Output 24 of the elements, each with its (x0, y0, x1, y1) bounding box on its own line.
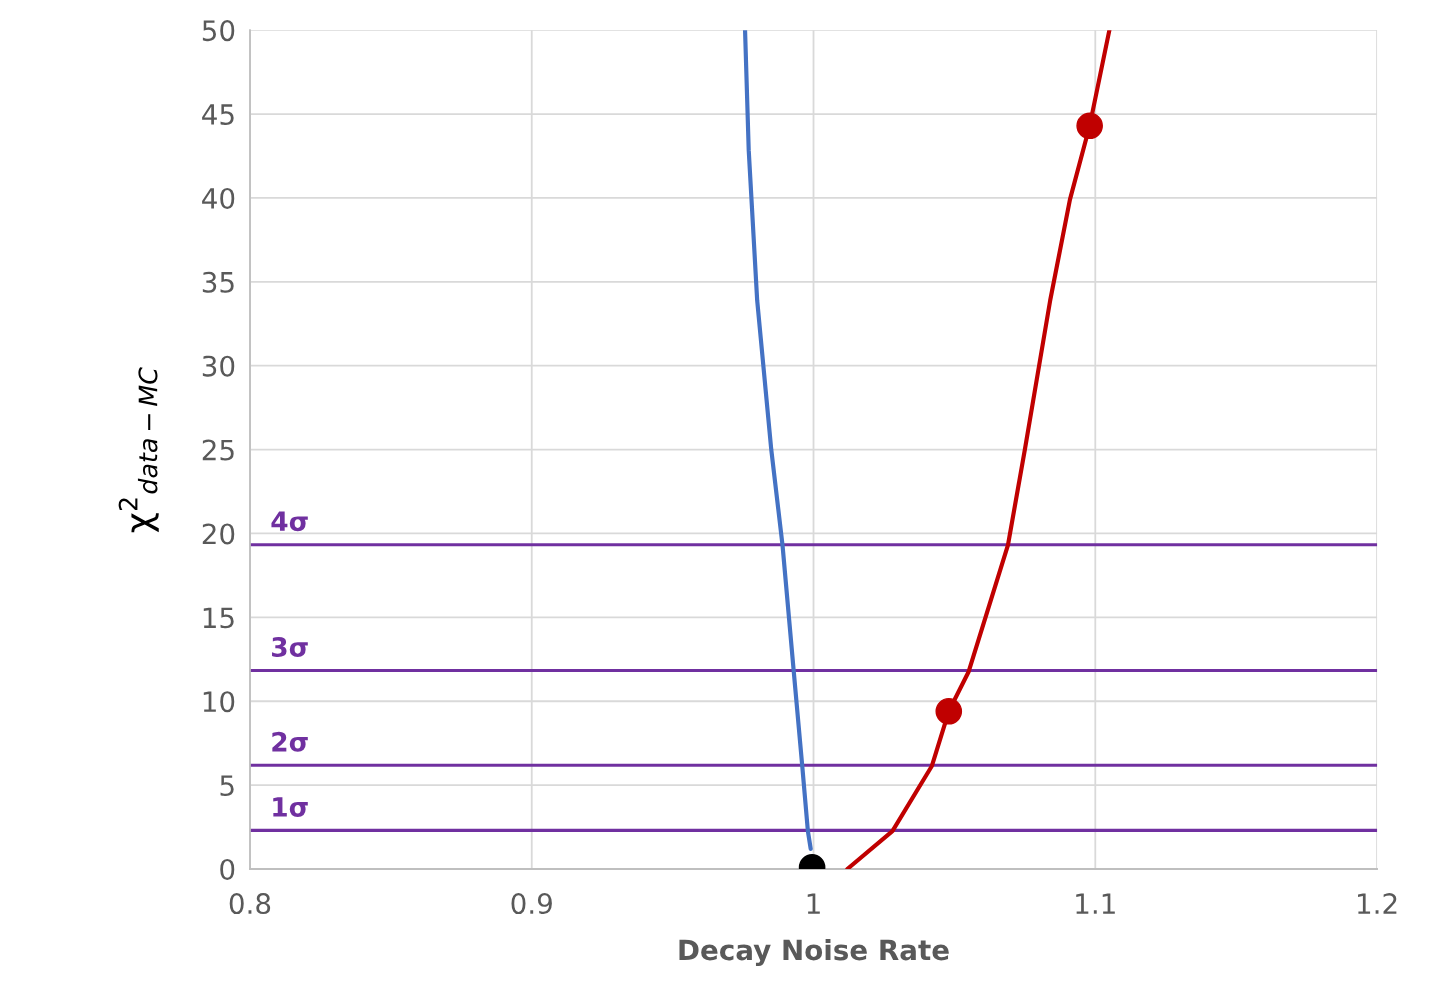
y-tick-label: 15 (203, 607, 234, 629)
x-tick-label: 1.2 (1358, 893, 1397, 914)
y-tick-label: 35 (202, 271, 234, 293)
y-tick-label: 45 (202, 104, 234, 126)
x-tick-label: 0.8 (229, 893, 271, 915)
y-tick-label: 5 (220, 775, 234, 797)
y-tick-label: 25 (202, 439, 234, 461)
ref-line-label: 1σ (273, 797, 308, 817)
ref-line-label: 3σ (272, 637, 308, 658)
y-tick-label: 20 (202, 523, 235, 545)
ref-line-label: 2σ (272, 731, 308, 752)
x-tick-label: 0.9 (511, 893, 552, 915)
y-tick-label: 10 (203, 691, 235, 713)
y-tick-label: 0 (220, 858, 235, 880)
x-tick-label: 1.1 (1076, 893, 1115, 914)
y-tick-label: 50 (202, 20, 235, 42)
x-tick-label: 1 (807, 893, 820, 914)
y-tick-label: 40 (202, 187, 235, 209)
y-tick-label: 30 (202, 355, 235, 377)
line-series (845, 30, 1112, 869)
x-axis-title: Decay Noise Rate (679, 938, 949, 967)
y-axis-title: χ$^{2}$$_{data−MC}$ (118, 367, 159, 533)
line-series (742, 30, 813, 851)
ref-line-label: 4σ (271, 511, 308, 532)
